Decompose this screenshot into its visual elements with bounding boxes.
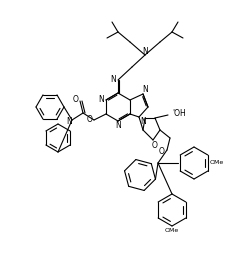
Text: N: N <box>98 95 104 104</box>
Text: OMe: OMe <box>210 161 224 165</box>
Text: OMe: OMe <box>165 228 179 233</box>
Text: N: N <box>110 76 116 84</box>
Text: O: O <box>73 95 79 104</box>
Text: O: O <box>87 115 93 125</box>
Text: N: N <box>66 116 72 126</box>
Text: O: O <box>159 147 165 157</box>
Text: N: N <box>140 116 146 126</box>
Text: O: O <box>152 140 158 150</box>
Text: N: N <box>115 122 121 130</box>
Text: N: N <box>142 86 148 94</box>
Text: 'OH: 'OH <box>172 108 186 118</box>
Text: N: N <box>142 47 148 55</box>
